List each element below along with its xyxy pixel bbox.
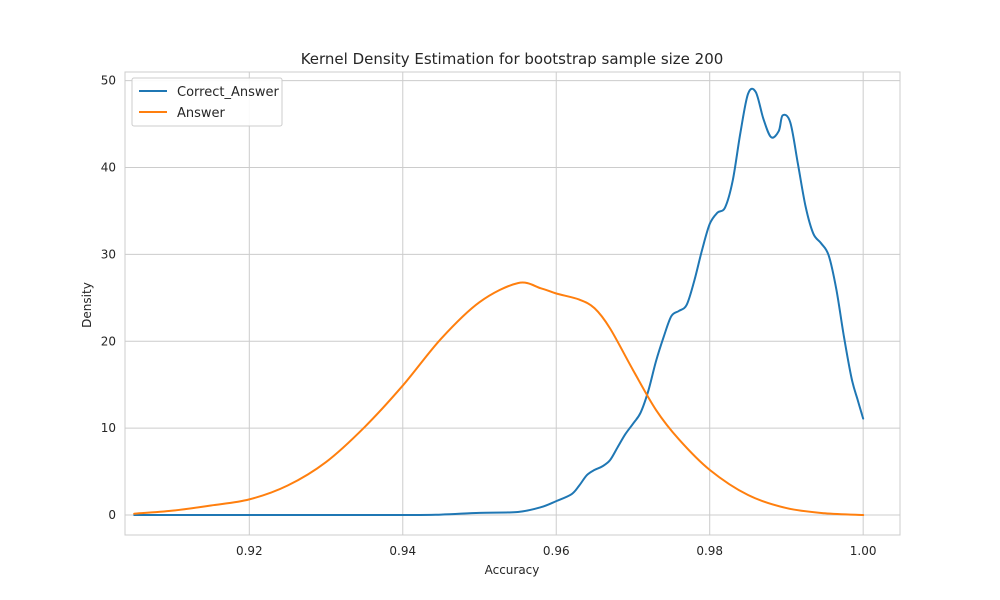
legend-label-answer: Answer: [177, 106, 226, 121]
grid: [125, 72, 900, 535]
y-tick-label: 50: [101, 74, 116, 88]
legend-label-correct-answer: Correct_Answer: [177, 85, 279, 100]
y-tick-label: 10: [101, 421, 116, 435]
y-tick-labels: 0 10 20 30 40 50: [101, 74, 116, 522]
x-tick-label: 1.00: [850, 544, 877, 558]
y-tick-label: 20: [101, 334, 116, 348]
series-line-answer: [133, 281, 865, 517]
series-lines: [133, 87, 865, 517]
x-tick-label: 0.92: [236, 544, 263, 558]
x-tick-label: 0.94: [389, 544, 416, 558]
plot-frame: [124, 71, 901, 536]
x-tick-labels: 0.92 0.94 0.96 0.98 1.00: [236, 544, 877, 558]
y-axis-label: Density: [80, 282, 94, 328]
y-tick-label: 0: [108, 508, 116, 522]
series-line-correct-answer: [133, 87, 865, 517]
legend-box: [131, 77, 283, 127]
y-tick-label: 40: [101, 161, 116, 175]
x-axis-label: Accuracy: [485, 563, 540, 577]
x-tick-label: 0.96: [543, 544, 570, 558]
y-tick-label: 30: [101, 247, 116, 261]
plot-area: [125, 72, 900, 535]
x-tick-label: 0.98: [696, 544, 723, 558]
chart-title: Kernel Density Estimation for bootstrap …: [301, 50, 724, 68]
legend: Correct_Answer Answer: [131, 77, 283, 127]
